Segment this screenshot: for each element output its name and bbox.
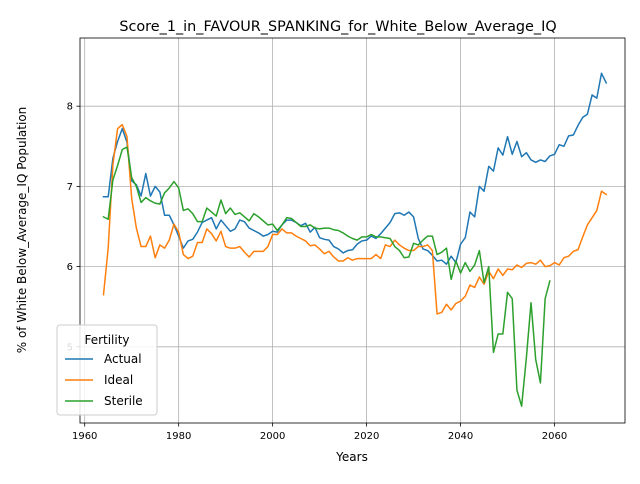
- legend-label-sterile: Sterile: [104, 394, 143, 408]
- chart-title: Score_1_in_FAVOUR_SPANKING_for_White_Bel…: [119, 19, 556, 35]
- grid: [80, 38, 625, 423]
- legend-items: Actual Ideal Sterile: [65, 352, 143, 408]
- series-line-actual: [102, 72, 608, 265]
- x-axis-label: Years: [335, 450, 368, 464]
- x-tick-label: 2060: [542, 431, 567, 442]
- x-tick-label: 2000: [260, 431, 285, 442]
- series-line-sterile: [102, 146, 551, 407]
- y-tick-label: 8: [67, 102, 73, 113]
- x-tick-label: 1960: [72, 431, 97, 442]
- legend-label-actual: Actual: [104, 352, 142, 366]
- legend-frame: [56, 324, 158, 416]
- y-tick-label: 7: [67, 182, 73, 193]
- y-axis-label: % of White Below_Average_IQ Population: [15, 107, 29, 354]
- x-tick-label: 2020: [354, 431, 379, 442]
- series-lines: [102, 72, 608, 407]
- plot-frame: [79, 37, 626, 424]
- y-tick-label: 6: [67, 262, 73, 273]
- x-tick-label: 1980: [166, 431, 191, 442]
- axis-ticks: 1960198020002020204020605678: [67, 102, 568, 442]
- legend-label-ideal: Ideal: [104, 373, 133, 387]
- legend-title: Fertility: [84, 333, 129, 347]
- x-tick-label: 2040: [448, 431, 473, 442]
- legend: Fertility Actual Ideal Sterile: [56, 324, 158, 416]
- series-line-ideal: [102, 123, 608, 315]
